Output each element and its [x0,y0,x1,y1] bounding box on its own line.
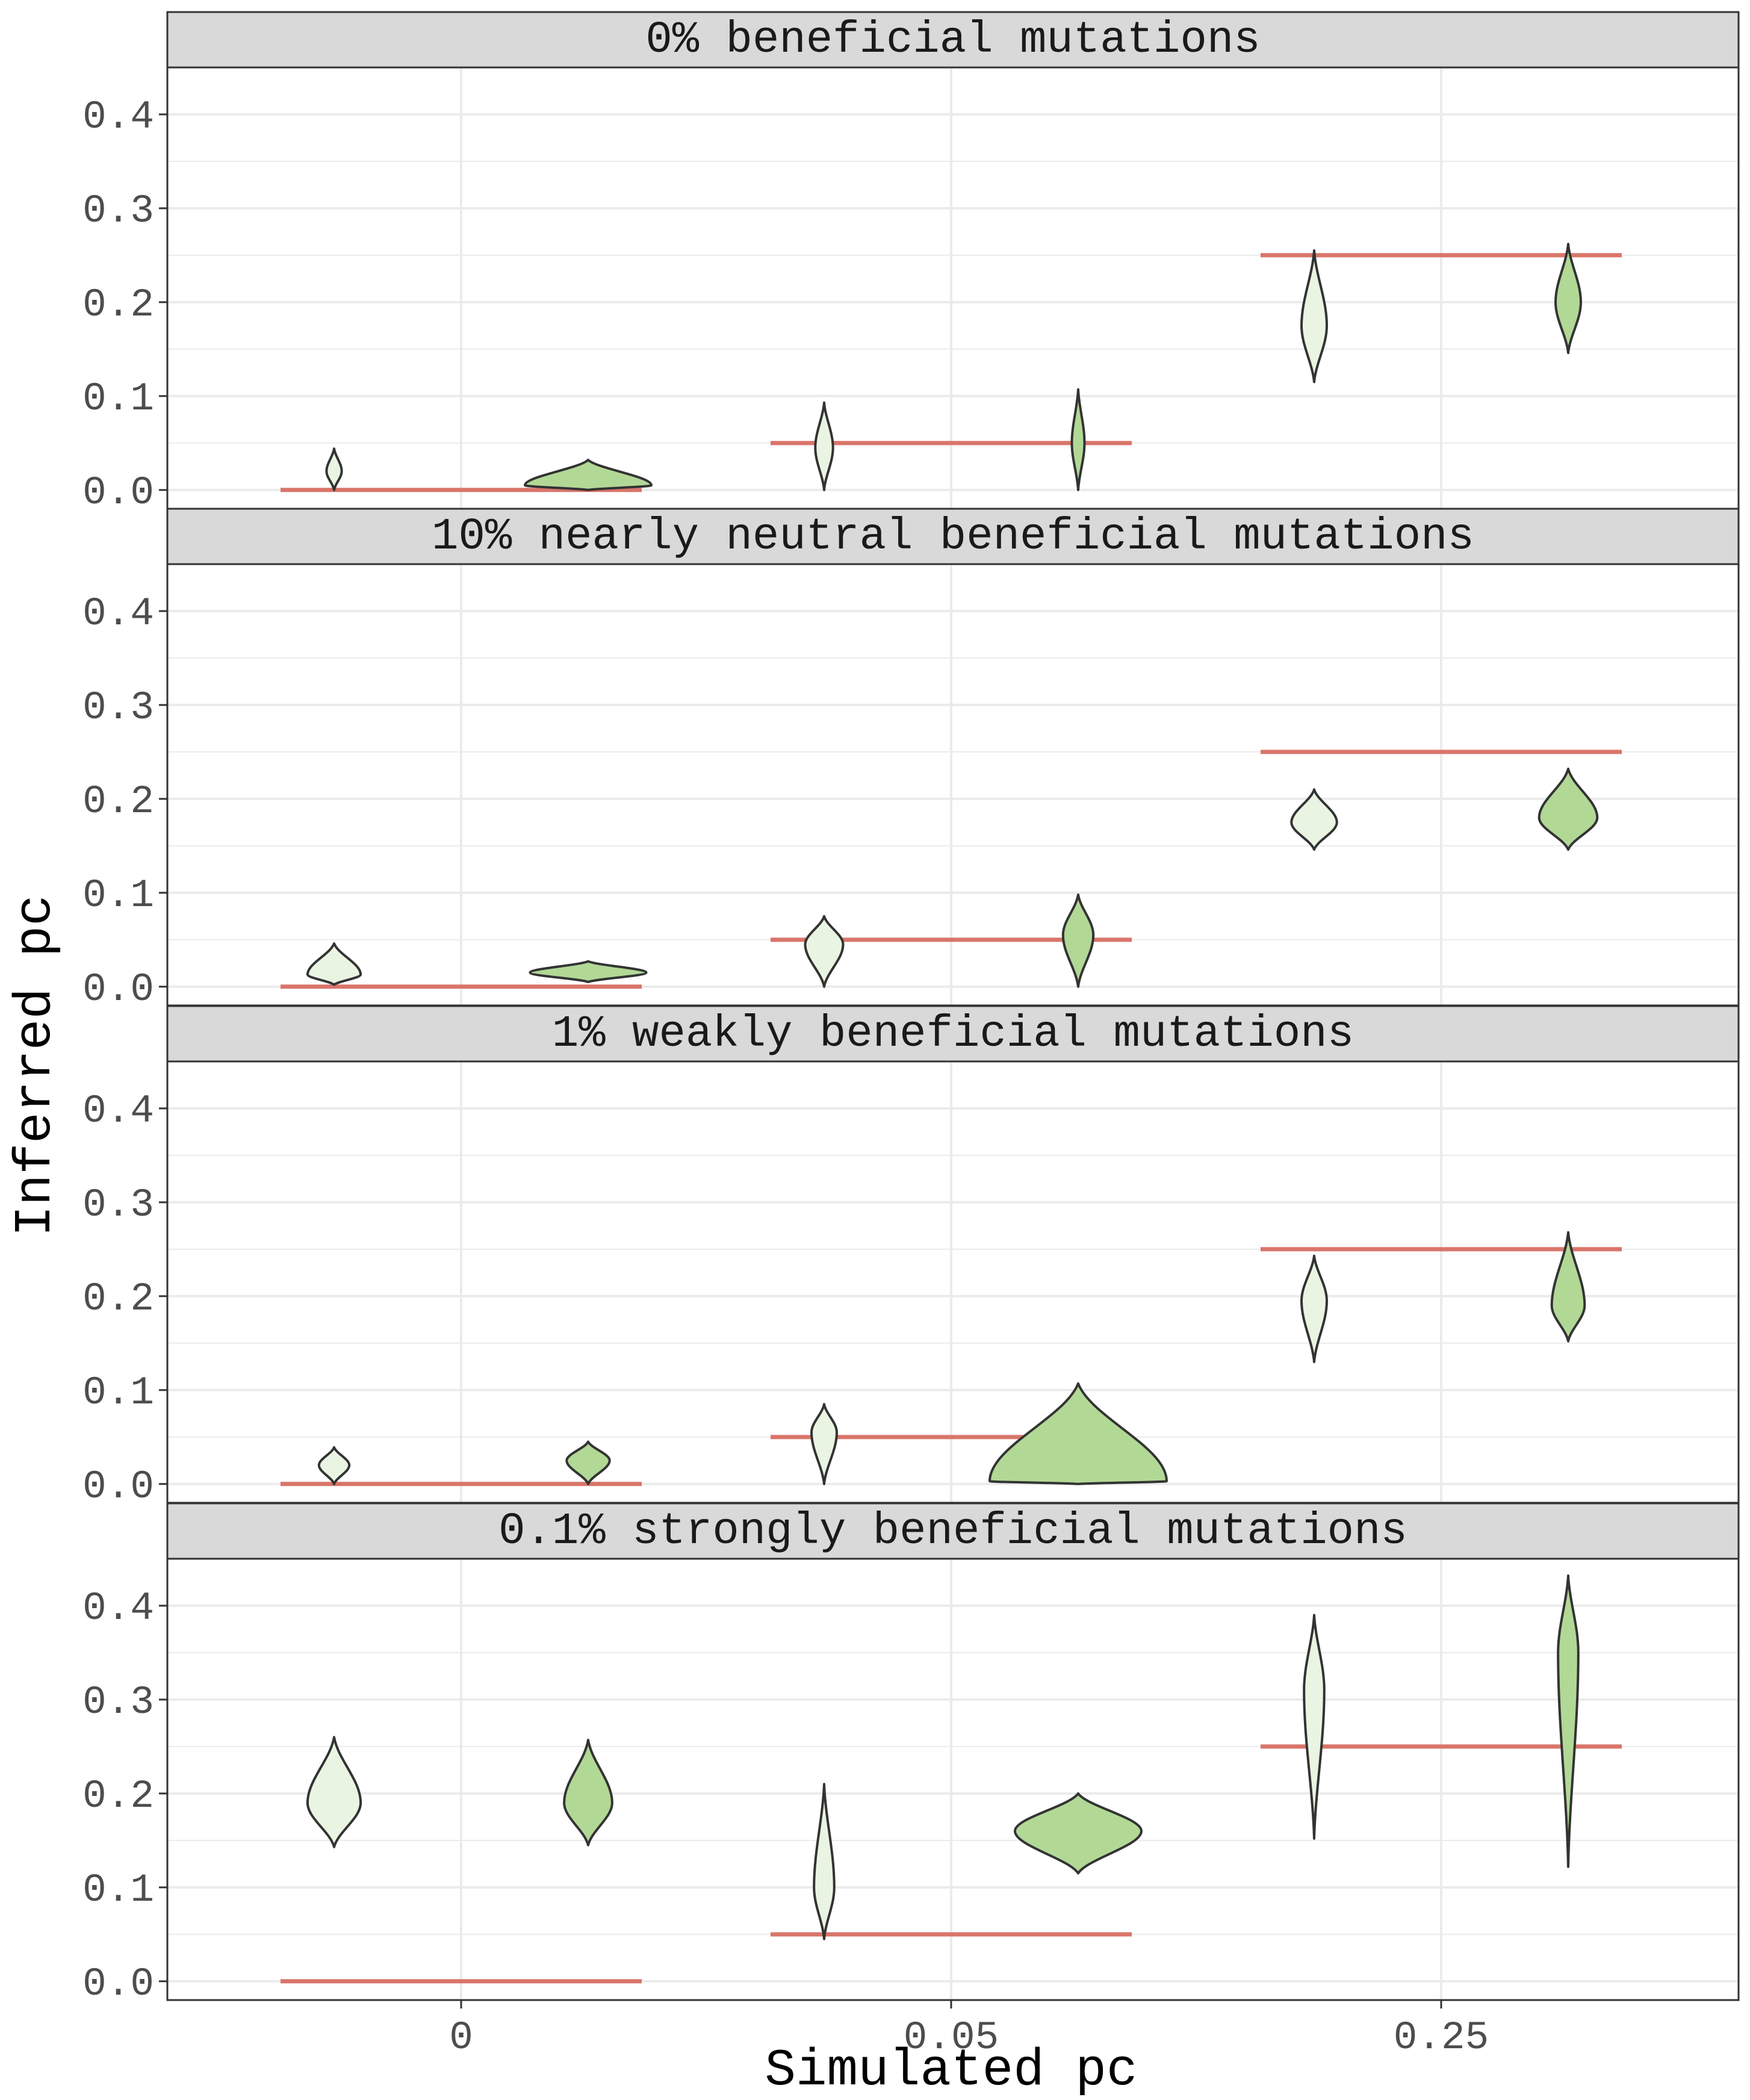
x-tick-label: 0.05 [904,2015,999,2060]
violin-dark [563,1739,613,1847]
violin-light [1290,788,1338,851]
violin-light [317,1446,351,1485]
x-axis-title: Simulated pc [765,2041,1137,2100]
violin-light [306,1736,362,1848]
y-tick-label: 0.4 [82,95,154,140]
y-tick-label: 0.3 [82,1680,154,1725]
violin-light [325,447,343,491]
violin-dark [988,1382,1168,1485]
y-tick-label: 0.0 [82,1464,154,1509]
y-tick-label: 0.1 [82,1868,154,1913]
facet-strip [166,1502,1740,1560]
violin-light [810,1403,838,1485]
y-axis-title: Inferred pc [6,895,65,1237]
facet-title: 1% weakly beneficial mutations [552,1009,1354,1060]
facet-title: 0.1% strongly beneficial mutations [498,1506,1407,1557]
y-tick-label: 0.2 [82,1276,154,1322]
panel-background [167,1559,1739,2000]
facet-panel: 10% nearly neutral beneficial mutations 0… [82,508,1740,1012]
facet-strip [166,508,1740,565]
y-tick-label: 0.3 [82,685,154,730]
violin-dark [1554,243,1582,355]
y-tick-label: 0.3 [82,188,154,234]
facet-title: 0% beneficial mutations [645,15,1260,66]
y-tick-label: 0.2 [82,779,154,824]
facet-strip [166,11,1740,69]
x-tick-label: 0.25 [1394,2015,1489,2060]
y-tick-label: 0.2 [82,1774,154,1819]
panel-background [167,67,1739,509]
violin-light [814,401,834,491]
violin-dark [1014,1792,1143,1875]
y-tick-label: 0.0 [82,967,154,1012]
violin-light [804,915,845,988]
y-tick-label: 0.0 [82,470,154,515]
y-tick-label: 0.4 [82,591,154,636]
facet-title: 10% nearly neutral beneficial mutations [432,512,1474,562]
y-tick-label: 0.1 [82,376,154,421]
facet-panel: 0.1% strongly beneficial mutations 0.0 0.1… [82,1502,1740,2060]
facet-panel: 1% weakly beneficial mutations 0.0 0.1 0.2 0… [82,1005,1740,1509]
y-tick-label: 0.1 [82,873,154,918]
violin-dark [1070,388,1086,491]
chart-panels: 0% beneficial mutations0.00.10.20.30.410… [82,11,1740,2060]
facet-panel: 0% beneficial mutations 0.0 0.1 0.2 0.3 0.4 [82,11,1740,515]
y-tick-label: 0.1 [82,1370,154,1415]
y-tick-label: 0.4 [82,1586,154,1631]
violin-light [1300,1254,1328,1364]
violin-light [1303,1614,1326,1840]
violin-dark [524,458,653,491]
y-tick-label: 0.3 [82,1182,154,1228]
violin-dark [529,960,648,984]
y-tick-label: 0.0 [82,1962,154,2007]
y-tick-label: 0.4 [82,1089,154,1134]
violin-light [813,1783,836,1940]
violin-dark [565,1440,611,1485]
panel-background [167,1061,1739,1503]
y-tick-label: 0.2 [82,282,154,328]
violin-dark [1550,1231,1586,1343]
violin-dark [1537,767,1599,851]
violin-light [306,942,362,986]
violin-light [1300,249,1328,384]
violin-dark [1061,893,1095,988]
facet-strip [166,1005,1740,1063]
panel-background [167,564,1739,1005]
violin-dark [1557,1574,1580,1868]
x-tick-label: 0 [449,2015,473,2060]
